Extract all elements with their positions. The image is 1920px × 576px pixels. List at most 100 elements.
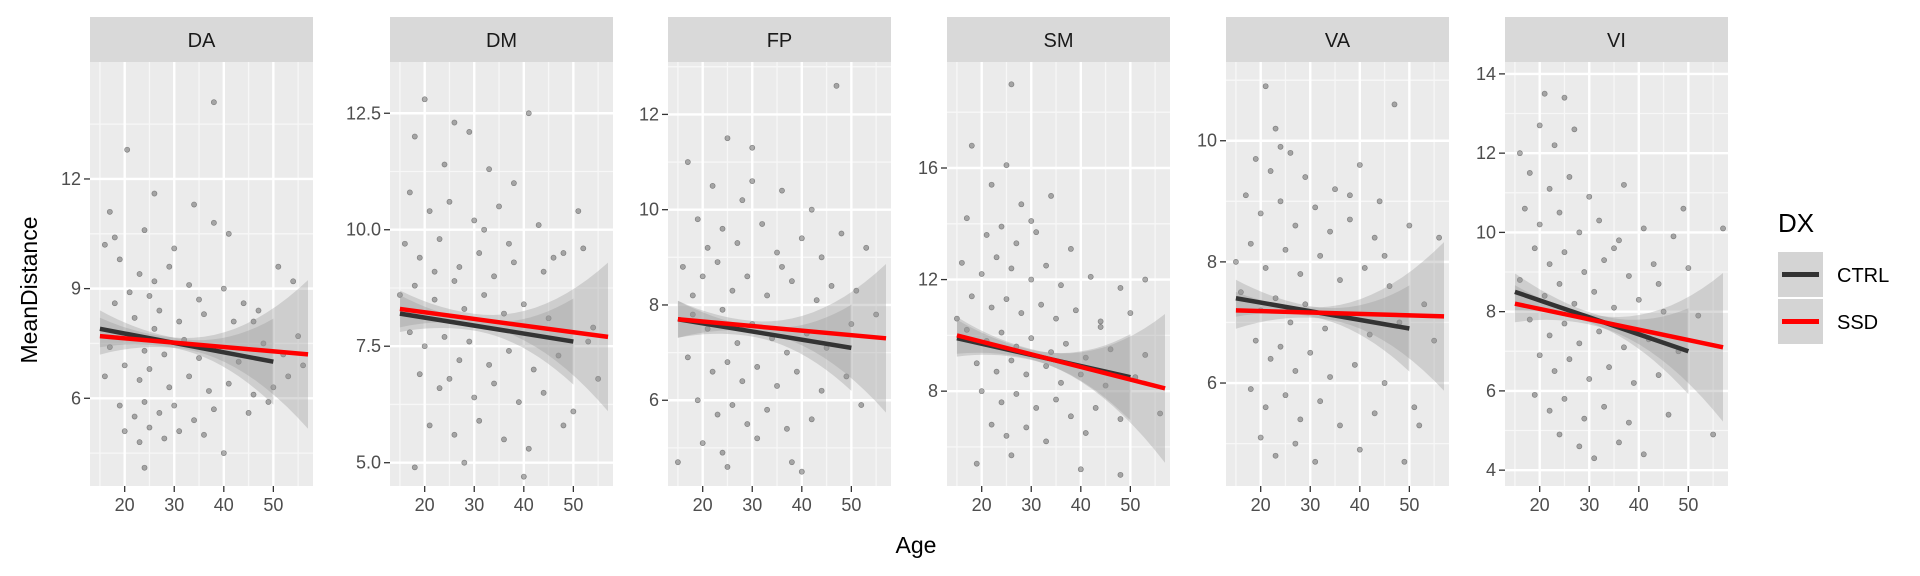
data-point: [411, 464, 418, 471]
data-point: [714, 259, 721, 265]
data-point: [520, 473, 527, 480]
data-point: [451, 278, 458, 284]
data-point: [808, 416, 815, 423]
data-point: [421, 343, 428, 350]
data-point: [684, 159, 691, 165]
data-point: [121, 428, 128, 435]
data-point: [1381, 252, 1388, 259]
data-point: [166, 384, 173, 391]
data-point: [1436, 234, 1442, 241]
data-point: [1391, 101, 1398, 108]
x-tick-label: 20: [415, 495, 435, 515]
x-tick-label: 40: [514, 495, 534, 515]
data-point: [1242, 192, 1249, 199]
data-point: [426, 422, 433, 429]
data-point: [210, 219, 217, 226]
data-point: [1322, 325, 1329, 332]
data-point: [151, 325, 158, 332]
y-tick-label: 5.0: [356, 453, 381, 473]
data-point: [1576, 443, 1583, 450]
y-tick-label: 8: [1207, 252, 1217, 272]
data-point: [525, 445, 532, 452]
data-point: [968, 142, 975, 149]
data-point: [1366, 331, 1373, 338]
data-point: [451, 431, 458, 438]
data-point: [1616, 439, 1622, 446]
data-point: [968, 293, 975, 300]
data-point: [764, 292, 771, 299]
data-point: [461, 459, 468, 466]
data-point: [481, 292, 488, 298]
data-point: [1561, 249, 1568, 256]
data-point: [1302, 301, 1309, 308]
data-point: [550, 254, 557, 261]
data-point: [998, 399, 1005, 406]
data-point: [1233, 258, 1239, 265]
data-point: [1262, 83, 1269, 90]
data-point: [1282, 392, 1289, 399]
data-point: [196, 296, 202, 303]
x-tick-label: 20: [115, 495, 135, 515]
data-point: [260, 340, 267, 347]
data-point: [431, 268, 438, 275]
data-point: [1536, 352, 1543, 359]
y-axis-title: MeanDistance: [16, 216, 42, 363]
facet-strip: [1505, 17, 1728, 62]
data-point: [451, 119, 458, 126]
data-point: [1386, 283, 1393, 290]
data-point: [1307, 349, 1314, 356]
data-point: [146, 366, 153, 372]
data-point: [176, 428, 183, 435]
confidence-band-ssd: [99, 280, 309, 429]
data-point: [1611, 245, 1617, 252]
panel-background: [1505, 62, 1728, 486]
data-point: [1092, 404, 1099, 411]
data-point: [1277, 198, 1284, 205]
data-point: [535, 222, 542, 228]
data-point: [560, 422, 567, 429]
data-point: [1337, 422, 1343, 429]
data-point: [1272, 125, 1279, 132]
y-tick-label: 6: [1207, 373, 1217, 393]
data-point: [1621, 181, 1627, 188]
data-point: [958, 259, 965, 266]
panel-background: [1226, 62, 1449, 486]
data-point: [863, 244, 870, 251]
y-tick-label: 12: [61, 169, 81, 189]
data-point: [1625, 419, 1632, 426]
data-point: [1067, 245, 1074, 252]
data-point: [1630, 380, 1637, 386]
legend-entry-ctrl: CTRL: [1778, 252, 1889, 297]
facet-panels: DA 20 30 40 50 6 9 12 DM 20 30 40 50 5.0 7.5 10.0 12.5 FP…: [61, 17, 1728, 515]
data-point: [275, 263, 282, 270]
data-point: [719, 449, 726, 456]
data-point: [1376, 198, 1383, 205]
data-point: [1421, 301, 1428, 308]
data-point: [1013, 391, 1020, 397]
x-tick-label: 20: [1251, 495, 1271, 515]
data-point: [146, 293, 153, 299]
data-point: [1536, 221, 1543, 228]
data-point: [1566, 174, 1573, 180]
data-point: [411, 133, 418, 140]
data-point: [265, 399, 272, 405]
data-point: [679, 263, 686, 270]
x-tick-label: 40: [792, 495, 812, 515]
data-point: [1576, 340, 1583, 347]
data-point: [1581, 415, 1588, 422]
panel-background: [90, 62, 313, 486]
data-point: [1526, 170, 1533, 176]
data-point: [501, 436, 507, 443]
data-point: [225, 230, 232, 237]
data-point: [1028, 335, 1035, 342]
data-point: [1277, 143, 1284, 150]
data-point: [575, 208, 582, 214]
data-point: [998, 329, 1005, 336]
facet-panel-dm: DM 20 30 40 50 5.0 7.5 10.0 12.5: [346, 17, 613, 515]
data-point: [540, 268, 547, 275]
data-point: [106, 344, 113, 351]
data-point: [739, 378, 746, 385]
x-tick-label: 30: [1300, 495, 1320, 515]
data-point: [1063, 340, 1069, 347]
